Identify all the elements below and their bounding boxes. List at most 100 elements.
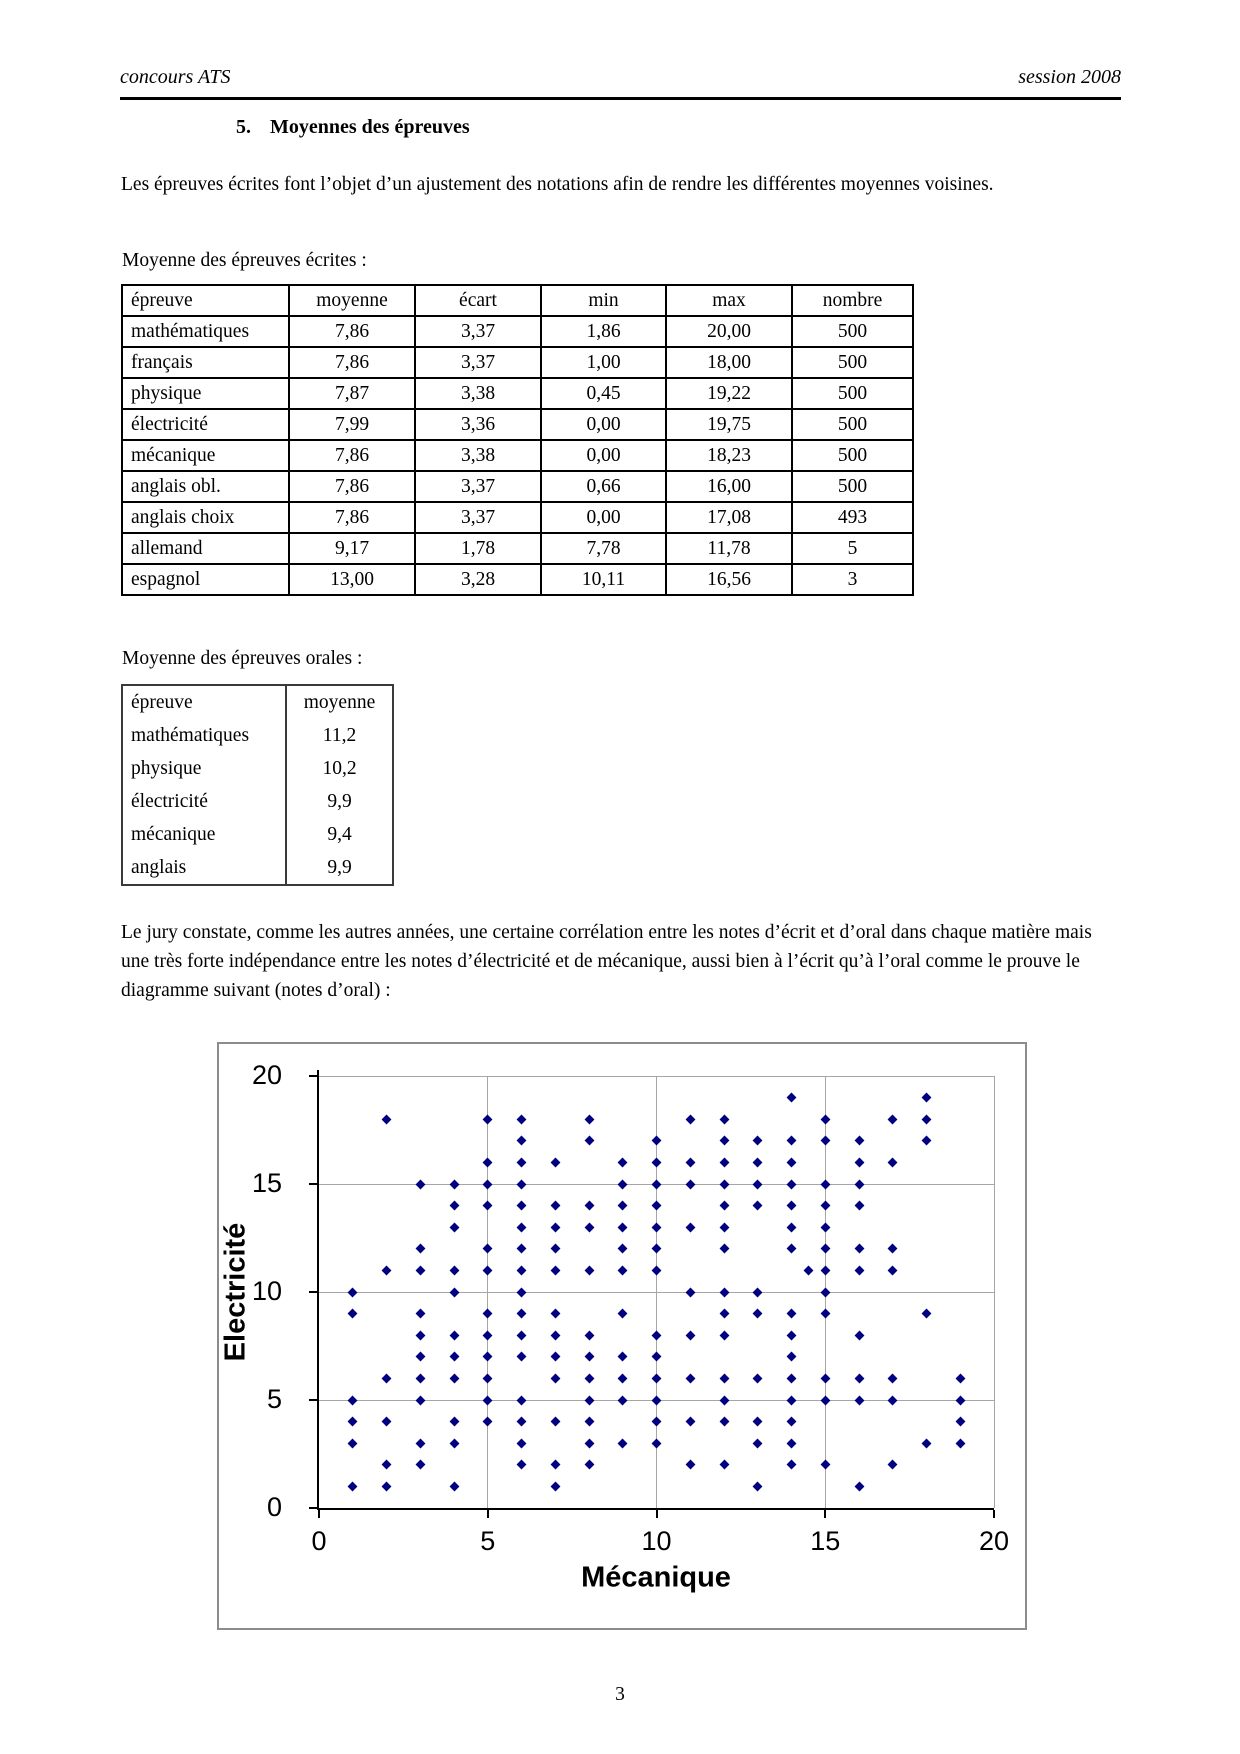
table-cell: électricité — [121, 408, 290, 441]
table-cell: 18,23 — [665, 439, 793, 472]
scatter-point — [415, 1351, 426, 1362]
scatter-point — [482, 1265, 493, 1276]
scatter-point — [786, 1308, 797, 1319]
x-axis-tick — [824, 1510, 827, 1518]
table-cell: 3,37 — [414, 501, 542, 534]
scatter-point — [820, 1200, 831, 1211]
scatter-point — [752, 1135, 763, 1146]
scatter-point — [516, 1222, 527, 1233]
table-row: physique 7,87 3,38 0,45 19,22 500 — [121, 377, 914, 410]
scatter-point — [786, 1222, 797, 1233]
scatter-point — [482, 1351, 493, 1362]
scatter-point — [516, 1308, 527, 1319]
scatter-point — [685, 1222, 696, 1233]
scatter-point — [820, 1243, 831, 1254]
table-row: mathématiques 11,2 — [122, 719, 393, 752]
x-tick-label: 20 — [978, 1526, 1010, 1556]
scatter-point — [516, 1243, 527, 1254]
scatter-point — [719, 1287, 729, 1297]
table-cell: 11,78 — [665, 532, 793, 565]
scatter-point — [516, 1330, 527, 1341]
scatter-point — [820, 1114, 831, 1125]
scatter-point — [516, 1287, 527, 1297]
gridline-horizontal — [319, 1075, 994, 1077]
scatter-point — [584, 1114, 594, 1125]
scatter-point — [685, 1114, 696, 1125]
x-axis-tick — [318, 1510, 320, 1518]
scatter-point — [584, 1351, 594, 1362]
table-cell: 18,00 — [665, 346, 793, 379]
scatter-point — [415, 1265, 426, 1276]
scatter-point — [584, 1135, 594, 1146]
scatter-point — [482, 1308, 493, 1319]
scatter-point — [803, 1265, 814, 1276]
table-cell: 16,56 — [665, 563, 793, 596]
scatter-point — [516, 1135, 527, 1146]
y-tick-label: 0 — [266, 1492, 282, 1522]
scatter-point — [415, 1243, 426, 1254]
scatter-point — [516, 1416, 527, 1427]
scatter-point — [719, 1135, 729, 1146]
scatter-point — [820, 1395, 831, 1405]
scatter-point — [955, 1373, 966, 1384]
scatter-point — [752, 1287, 763, 1297]
scatter-point — [921, 1135, 932, 1146]
scatter-point — [550, 1157, 561, 1168]
table-row: espagnol 13,00 3,28 10,11 16,56 3 — [121, 563, 914, 596]
page-number: 3 — [615, 1684, 625, 1705]
table-cell: physique — [121, 377, 290, 410]
scatter-point — [617, 1179, 628, 1189]
scatter-point — [685, 1179, 696, 1189]
section-heading: 5. Moyennes des épreuves — [236, 116, 470, 139]
scatter-point — [719, 1308, 729, 1319]
scatter-point — [550, 1222, 561, 1233]
y-axis-tick — [309, 1507, 317, 1509]
oral-averages-table: épreuve moyenne mathématiques 11,2 physique 1… — [121, 684, 394, 886]
scatter-point — [617, 1351, 628, 1362]
scatter-point — [887, 1265, 898, 1276]
scatter-point — [449, 1416, 459, 1427]
scatter-point — [617, 1157, 628, 1168]
scatter-point — [854, 1373, 864, 1384]
table-cell: anglais obl. — [121, 470, 290, 503]
scatter-point — [752, 1438, 763, 1449]
scatter-point — [449, 1265, 459, 1276]
scatter-point — [685, 1157, 696, 1168]
scatter-point — [516, 1438, 527, 1449]
table-cell: 5 — [791, 532, 914, 565]
table-cell: 3,37 — [414, 346, 542, 379]
table-cell: 500 — [791, 408, 914, 441]
scatter-point — [921, 1438, 932, 1449]
paragraph-written-adjustment: Les épreuves écrites font l’objet d’un a… — [121, 174, 994, 195]
scatter-point — [887, 1373, 898, 1384]
header-left: concours ATS — [120, 66, 231, 88]
table-cell: 7,86 — [288, 439, 416, 472]
scatter-point — [820, 1135, 831, 1146]
scatter-point — [752, 1308, 763, 1319]
scatter-point — [820, 1179, 831, 1189]
y-tick-label: 10 — [251, 1276, 282, 1306]
scatter-point — [887, 1459, 898, 1470]
scatter-point — [955, 1416, 966, 1427]
scatter-point — [415, 1438, 426, 1449]
scatter-point — [854, 1330, 864, 1341]
scatter-point — [651, 1438, 662, 1449]
table-row: anglais 9,9 — [122, 851, 393, 885]
y-tick-label: 20 — [251, 1060, 282, 1090]
table-cell: 9,9 — [285, 785, 393, 818]
scatter-point — [415, 1308, 426, 1319]
scatter-point — [584, 1395, 594, 1405]
scatter-point — [449, 1222, 459, 1233]
y-axis-tick — [309, 1183, 317, 1185]
column-header: min — [540, 284, 667, 317]
scatter-point — [854, 1157, 864, 1168]
table-cell: 19,22 — [665, 377, 793, 410]
x-axis-tick — [486, 1510, 489, 1518]
table-cell: 10,2 — [285, 752, 393, 785]
scatter-point — [786, 1351, 797, 1362]
scatter-point — [651, 1179, 662, 1189]
table-cell: 7,87 — [288, 377, 416, 410]
header-rule — [120, 97, 1121, 100]
scatter-point — [449, 1373, 459, 1384]
column-header: épreuve — [131, 691, 193, 713]
